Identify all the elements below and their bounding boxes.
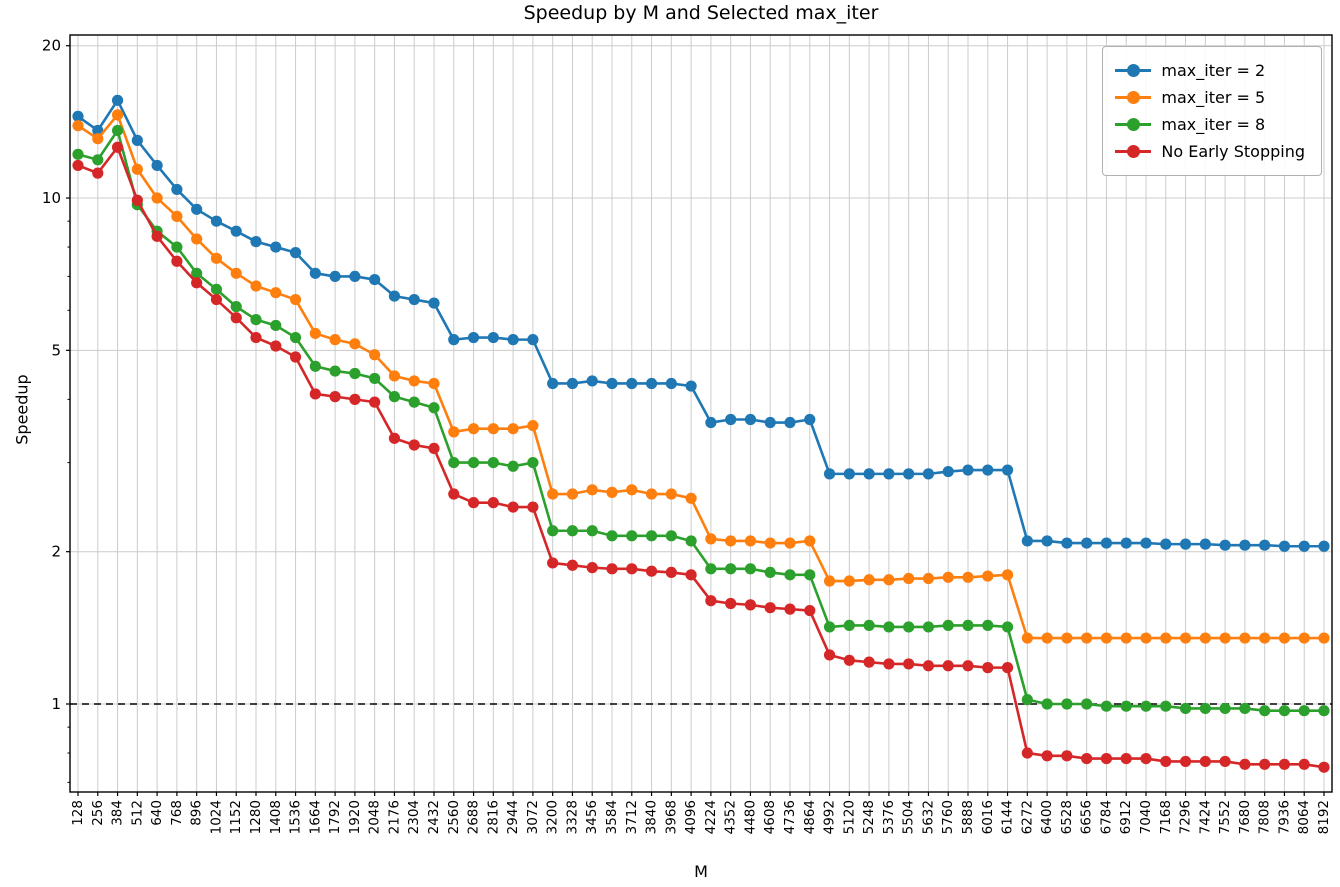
svg-text:3968: 3968 [663,800,679,834]
legend-label: max_iter = 2 [1161,61,1266,80]
svg-text:512: 512 [129,800,145,826]
svg-text:7296: 7296 [1178,800,1194,834]
svg-text:3072: 3072 [525,800,541,834]
chart-title: Speedup by M and Selected max_iter [523,2,879,24]
legend-marker-icon [1115,118,1152,132]
svg-text:4992: 4992 [822,800,838,834]
legend-label: max_iter = 8 [1161,115,1266,134]
svg-text:3456: 3456 [584,800,600,834]
svg-text:1792: 1792 [327,800,343,834]
svg-text:4096: 4096 [683,800,699,834]
legend-marker-icon [1115,145,1152,159]
svg-text:5376: 5376 [881,800,897,834]
legend-label: max_iter = 5 [1161,88,1266,107]
svg-text:6016: 6016 [980,800,996,834]
svg-text:2816: 2816 [485,800,501,834]
svg-text:2688: 2688 [466,800,482,834]
svg-text:768: 768 [169,800,185,826]
y-axis-label: Speedup [12,374,32,445]
svg-text:1920: 1920 [347,800,363,834]
svg-text:1280: 1280 [248,800,264,834]
svg-text:6656: 6656 [1079,800,1095,834]
x-axis-label: M [694,862,708,881]
legend-label: No Early Stopping [1161,142,1305,161]
svg-text:6784: 6784 [1098,800,1114,834]
legend-item-no-early-stopping: No Early Stopping [1115,138,1305,165]
svg-text:2560: 2560 [446,800,462,834]
svg-text:2176: 2176 [386,800,402,834]
svg-text:896: 896 [189,800,205,826]
svg-text:7424: 7424 [1197,800,1213,834]
svg-text:6912: 6912 [1118,800,1134,834]
svg-text:1: 1 [51,695,61,713]
svg-text:2048: 2048 [367,800,383,834]
svg-text:256: 256 [90,800,106,826]
svg-text:2944: 2944 [505,800,521,834]
svg-text:7040: 7040 [1138,800,1154,834]
svg-text:4736: 4736 [782,800,798,834]
svg-text:6528: 6528 [1059,800,1075,834]
svg-text:3584: 3584 [604,800,620,834]
legend-item-max-iter-5: max_iter = 5 [1115,84,1305,111]
svg-text:1536: 1536 [288,800,304,834]
svg-text:5888: 5888 [960,800,976,834]
legend-marker-icon [1115,91,1152,105]
svg-text:5: 5 [51,341,61,359]
legend: max_iter = 2 max_iter = 5 max_iter = 8 N… [1102,46,1322,176]
svg-text:5120: 5120 [841,800,857,834]
svg-text:3200: 3200 [545,800,561,834]
svg-text:4480: 4480 [742,800,758,834]
svg-text:1152: 1152 [228,800,244,834]
svg-text:3712: 3712 [624,800,640,834]
svg-text:7680: 7680 [1237,800,1253,834]
svg-text:8192: 8192 [1316,800,1332,834]
legend-marker-icon [1115,64,1152,78]
svg-text:5632: 5632 [920,800,936,834]
svg-text:2304: 2304 [406,800,422,834]
svg-text:1664: 1664 [307,800,323,834]
legend-item-max-iter-8: max_iter = 8 [1115,111,1305,138]
svg-text:128: 128 [70,800,86,826]
svg-text:2: 2 [51,543,61,561]
svg-text:4864: 4864 [802,800,818,834]
svg-text:5248: 5248 [861,800,877,834]
svg-text:4352: 4352 [723,800,739,834]
svg-text:7808: 7808 [1257,800,1273,834]
svg-text:6272: 6272 [1019,800,1035,834]
svg-text:6400: 6400 [1039,800,1055,834]
svg-text:5760: 5760 [940,800,956,834]
svg-text:7168: 7168 [1158,800,1174,834]
svg-text:20: 20 [42,37,61,55]
svg-text:6144: 6144 [1000,800,1016,834]
svg-text:1024: 1024 [208,800,224,834]
svg-text:5504: 5504 [901,800,917,834]
svg-text:4224: 4224 [703,800,719,834]
svg-text:1408: 1408 [268,800,284,834]
svg-text:2432: 2432 [426,800,442,834]
svg-text:3328: 3328 [564,800,580,834]
svg-text:7552: 7552 [1217,800,1233,834]
svg-text:3840: 3840 [644,800,660,834]
svg-text:640: 640 [149,800,165,826]
legend-item-max-iter-2: max_iter = 2 [1115,57,1305,84]
svg-text:8064: 8064 [1296,800,1312,834]
svg-text:10: 10 [42,189,61,207]
svg-text:384: 384 [110,800,126,826]
svg-text:7936: 7936 [1276,800,1292,834]
svg-text:4608: 4608 [762,800,778,834]
